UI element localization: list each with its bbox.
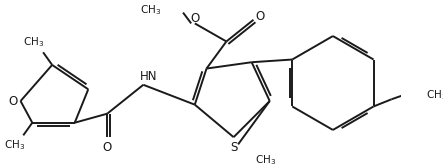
Text: O: O (190, 12, 199, 25)
Text: CH$_3$: CH$_3$ (140, 3, 161, 17)
Text: O: O (255, 10, 264, 23)
Text: CH$_3$: CH$_3$ (426, 88, 443, 102)
Text: CH$_3$: CH$_3$ (255, 153, 276, 167)
Text: HN: HN (140, 70, 157, 83)
Text: O: O (103, 141, 112, 155)
Text: S: S (230, 141, 237, 155)
Text: O: O (9, 95, 18, 108)
Text: CH$_3$: CH$_3$ (4, 138, 25, 152)
Text: CH$_3$: CH$_3$ (23, 35, 45, 49)
